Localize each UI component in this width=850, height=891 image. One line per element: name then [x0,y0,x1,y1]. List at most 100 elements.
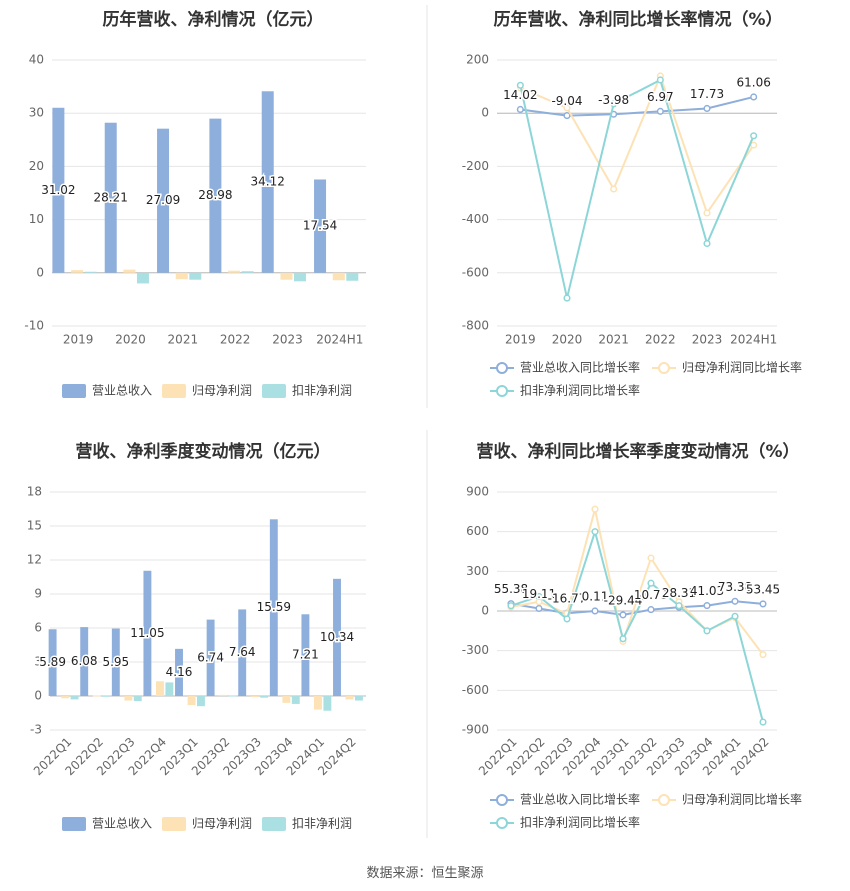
point-3-2022 [656,76,664,84]
bar-2-2023Q4 [282,696,291,703]
y-tick-label: 300 [466,564,489,578]
data-label: 17.54 [303,219,337,233]
line-series-3 [510,528,764,723]
point-3-2022Q1 [507,602,515,610]
point-1-2024Q2 [759,600,767,608]
legend-swatch [162,384,186,398]
line-series-1 [520,95,754,117]
legend-marker [496,385,508,397]
y-tick-label: 0 [36,265,44,279]
point-1-2022Q4 [591,607,599,615]
point-3-2022Q3 [563,615,571,623]
x-tick-label: 2023 [272,333,303,347]
legend-label: 扣非净利润同比增长率 [520,383,640,398]
point-1-2024Q1 [731,597,739,605]
bar-3-2023Q3 [260,696,269,698]
point-2-2023 [703,209,711,217]
data-label: -9.04 [551,94,582,108]
point-3-2024Q1 [731,612,739,620]
x-tick-label: 2022 [220,333,251,347]
legend-label: 归母净利润同比增长率 [682,360,802,375]
chart-panel-3: 营收、净利季度变动情况（亿元）-303691215182022Q12022Q22… [27,441,366,831]
bar-2-2022Q2 [92,695,101,697]
bar-1-2021 [157,128,170,273]
y-tick-label: 9 [34,587,42,601]
point-3-2022Q2 [535,592,543,601]
bar-3-2022Q2 [102,695,111,697]
y-tick-label: 18 [27,485,42,499]
data-label: 73.38 [718,580,752,594]
point-1-2023Q1 [619,611,627,619]
legend-label: 营业总收入同比增长率 [520,792,640,807]
bar-3-2022Q3 [133,696,142,702]
bar-1-2024H1 [314,179,327,273]
legend-label: 归母净利润 [192,384,252,398]
bar-3-2023Q4 [291,696,300,704]
data-label: 10.34 [320,630,354,644]
legend-label: 归母净利润 [192,817,252,831]
point-2-2021 [610,185,618,193]
bar-2-2021 [175,272,188,280]
bar-2-2019 [71,270,84,273]
bar-1-2022 [209,118,222,273]
y-tick-label: 0 [481,106,489,120]
data-label: 6.97 [647,90,674,104]
data-label: 10.73 [634,588,668,602]
bar-2-2023Q1 [187,696,196,706]
bar-2-2023Q3 [250,696,259,698]
point-2-2022Q4 [591,505,599,513]
legend-label: 营业总收入同比增长率 [520,360,640,375]
legend-swatch [262,384,286,398]
bar-2-2024H1 [332,272,345,281]
bar-2-2022Q3 [124,696,133,701]
x-tick-label: 2021 [168,333,199,347]
data-label: 41.03 [690,584,724,598]
chart-title: 历年营收、净利同比增长率情况（%） [493,9,782,30]
y-tick-label: 30 [29,106,44,120]
point-3-2024H1 [750,132,758,140]
data-label: 34.12 [251,175,285,189]
point-1-2023Q2 [647,606,655,614]
data-label: 11.05 [130,626,164,640]
data-label: 15.59 [257,600,291,614]
data-label: 28.31 [662,586,696,600]
data-label: 6.74 [197,650,224,664]
y-tick-label: 20 [29,159,44,173]
x-tick-label: 2021 [598,333,629,347]
data-label: 4.16 [166,665,193,679]
legend-label: 扣非净利润 [292,817,352,831]
bar-1-2023 [261,91,274,273]
bar-2-2023Q2 [219,694,228,696]
legend-marker [658,794,670,806]
y-tick-label: -300 [462,643,489,657]
legend-swatch [162,817,186,831]
bar-1-2023Q4 [269,519,278,696]
data-label: 17.73 [690,87,724,101]
legend-marker [496,817,508,829]
point-3-2023Q3 [675,602,683,610]
data-source-footer: 数据来源：恒生聚源 [366,866,484,881]
bar-3-2022Q1 [70,696,79,700]
y-tick-label: -400 [462,212,489,226]
y-tick-label: 200 [466,53,489,67]
y-tick-label: 10 [29,212,44,226]
chart-panel-2: 历年营收、净利同比增长率情况（%） -800 -600 -400 -200 0 200 201… [462,9,802,398]
bar-3-2023Q1 [197,696,205,707]
point-1-2020 [563,112,571,120]
bar-1-2019 [52,107,65,273]
y-tick-label: 900 [466,485,489,499]
point-1-2022 [656,107,664,115]
legend-label: 归母净利润同比增长率 [682,792,802,807]
data-label: -3.98 [598,93,629,107]
y-tick-label: 600 [466,524,489,538]
point-1-2023Q4 [703,602,711,610]
bar-3-2019 [84,271,97,273]
point-1-2019 [516,105,524,114]
point-1-2024H1 [750,93,758,101]
data-label: -16.77 [548,592,587,606]
x-tick-label: 2023 [692,333,723,347]
bar-2-2020 [123,269,136,273]
data-label: 0.11 [582,589,609,603]
point-3-2022Q4 [591,528,599,536]
